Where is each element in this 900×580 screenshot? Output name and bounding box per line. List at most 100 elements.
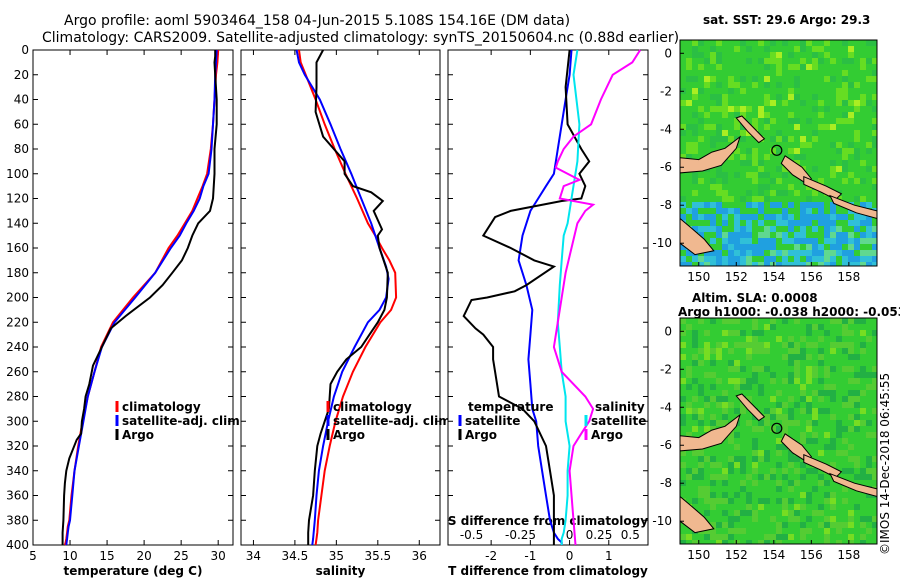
map-pixel (752, 366, 758, 372)
map-pixel (830, 384, 836, 390)
map-pixel (830, 202, 836, 208)
map-pixel (770, 58, 776, 64)
y-tick-label: 400 (6, 538, 29, 552)
map-pixel (740, 136, 746, 142)
y-tick-label: 260 (6, 365, 29, 379)
map-pixel (872, 432, 877, 438)
map-pixel (698, 486, 704, 492)
map-pixel (692, 130, 698, 136)
map-pixel (704, 330, 710, 336)
y-tick-label: 220 (6, 315, 29, 329)
map-pixel (734, 408, 740, 414)
map-pixel (722, 172, 728, 178)
map-pixel (710, 522, 716, 528)
map-pixel (704, 528, 710, 534)
map-pixel (824, 522, 830, 528)
map-pixel (752, 196, 758, 202)
map-pixel (830, 58, 836, 64)
map-pixel (704, 498, 710, 504)
map-pixel (788, 516, 794, 522)
map-pixel (728, 256, 734, 262)
map-pixel (872, 250, 877, 256)
map-pixel (758, 348, 764, 354)
map-pixel (854, 262, 860, 266)
s-diff-tick-label: -0.25 (505, 528, 536, 542)
map-pixel (734, 456, 740, 462)
map-pixel (716, 250, 722, 256)
x-tick-label: 5 (29, 549, 37, 563)
map-pixel (764, 112, 770, 118)
map-pixel (698, 384, 704, 390)
map-pixel (728, 136, 734, 142)
map-pixel (734, 330, 740, 336)
map-pixel (722, 262, 728, 266)
map-pixel (710, 396, 716, 402)
map-pixel (752, 438, 758, 444)
map-pixel (818, 262, 824, 266)
map-pixel (842, 486, 848, 492)
map-pixel (776, 220, 782, 226)
map-pixel (722, 498, 728, 504)
map-pixel (746, 354, 752, 360)
map-pixel (848, 256, 854, 262)
map-pixel (818, 480, 824, 486)
map-pixel (722, 190, 728, 196)
map-pixel (686, 208, 692, 214)
map-pixel (710, 474, 716, 480)
map-pixel (782, 354, 788, 360)
map-pixel (818, 100, 824, 106)
map-pixel (728, 348, 734, 354)
map-pixel (842, 160, 848, 166)
map-pixel (782, 378, 788, 384)
map-pixel (698, 360, 704, 366)
map-pixel (794, 372, 800, 378)
map-pixel (800, 214, 806, 220)
map-pixel (716, 522, 722, 528)
map-pixel (710, 202, 716, 208)
map-pixel (746, 250, 752, 256)
map-pixel (812, 64, 818, 70)
map-pixel (842, 438, 848, 444)
map-pixel (806, 468, 812, 474)
map-pixel (788, 420, 794, 426)
map-pixel (764, 348, 770, 354)
map-pixel (716, 378, 722, 384)
map-pixel (734, 82, 740, 88)
map-pixel (854, 414, 860, 420)
map-pixel (848, 534, 854, 540)
map-x-tick-label: 158 (837, 548, 860, 562)
map-y-tick-label: -2 (660, 362, 672, 376)
map-pixel (734, 528, 740, 534)
map-pixel (740, 510, 746, 516)
map-pixel (746, 106, 752, 112)
map-pixel (752, 148, 758, 154)
map-pixel (824, 330, 830, 336)
map-pixel (770, 118, 776, 124)
map-pixel (866, 262, 872, 266)
map-pixel (716, 232, 722, 238)
map-pixel (686, 324, 692, 330)
map-pixel (746, 492, 752, 498)
map-x-tick-label: 152 (725, 548, 748, 562)
map-pixel (692, 112, 698, 118)
map-pixel (872, 166, 877, 172)
map-pixel (704, 262, 710, 266)
map-pixel (806, 420, 812, 426)
x-tick-label: 30 (211, 549, 226, 563)
map-pixel (806, 408, 812, 414)
map-pixel (746, 420, 752, 426)
map-y-tick-label: 0 (664, 324, 672, 338)
map-pixel (704, 396, 710, 402)
map-pixel (812, 136, 818, 142)
map-pixel (698, 52, 704, 58)
map-pixel (824, 540, 830, 544)
map-pixel (728, 438, 734, 444)
map-pixel (788, 414, 794, 420)
map-pixel (692, 408, 698, 414)
map-pixel (716, 396, 722, 402)
map-pixel (770, 190, 776, 196)
map-pixel (764, 342, 770, 348)
series-line-argo (307, 49, 389, 545)
map-pixel (836, 100, 842, 106)
